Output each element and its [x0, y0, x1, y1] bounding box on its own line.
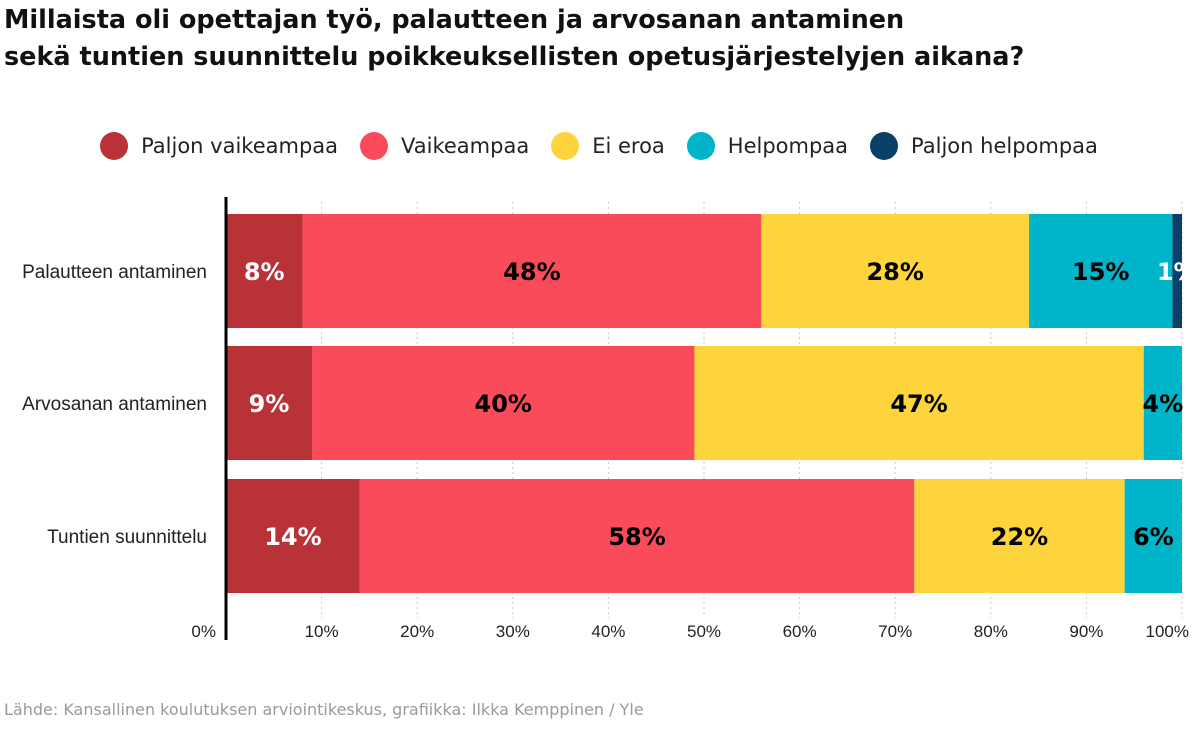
source-note: Lähde: Kansallinen koulutuksen arviointi… [4, 700, 644, 719]
stacked-bar-chart: 8% 48% 28% 15% 1% Palautteen antaminen 9% 40% 47… [22, 197, 1198, 641]
legend-swatch-ei-eroa [551, 132, 580, 160]
bar-segment-1-0 [226, 346, 313, 460]
bar-segment-0-1 [302, 214, 762, 328]
bar-segment-0-0 [226, 214, 303, 328]
bar-segment-1-1 [312, 346, 695, 460]
chart-title: Millaista oli opettajan työ, palautteen … [4, 2, 1194, 76]
bar-segment-2-2 [914, 479, 1125, 593]
data-label-2-1: 58% [608, 523, 665, 551]
x-tick-label-20: 20% [400, 622, 434, 641]
data-label-0-3: 15% [1072, 258, 1129, 286]
legend-label-helpompaa: Helpompaa [727, 134, 849, 158]
data-label-1-3: 4% [1143, 390, 1184, 418]
legend-label-paljon-helpompaa: Paljon helpompaa [911, 134, 1098, 158]
x-tick-label-60: 60% [783, 622, 817, 641]
x-tick-label-40: 40% [591, 622, 625, 641]
chart-title-line-1: Millaista oli opettajan työ, palautteen … [4, 5, 905, 35]
bar-segment-0-2 [761, 214, 1030, 328]
category-label-2: Tuntien suunnittelu [47, 527, 207, 548]
data-label-0-4: 1% [1157, 258, 1198, 286]
chart-legend: Paljon vaikeampaa Vaikeampaa Ei eroa Hel… [0, 126, 1198, 166]
data-label-2-0: 14% [264, 523, 321, 551]
x-tick-label-0: 0% [191, 622, 216, 641]
data-label-1-0: 9% [249, 390, 290, 418]
category-label-0: Palautteen antaminen [22, 262, 207, 283]
bar-segment-0-3 [1029, 214, 1173, 328]
data-label-0-2: 28% [866, 258, 923, 286]
data-label-1-2: 47% [890, 390, 947, 418]
legend-item-paljon-helpompaa: Paljon helpompaa [870, 132, 1098, 160]
bar-segment-2-1 [359, 479, 915, 593]
bar-segment-1-3 [1143, 346, 1182, 460]
legend-swatch-paljon-helpompaa [870, 132, 899, 160]
x-tick-label-70: 70% [878, 622, 912, 641]
legend-swatch-helpompaa [686, 132, 715, 160]
category-label-1: Arvosanan antaminen [22, 394, 207, 415]
legend-label-vaikeampaa: Vaikeampaa [401, 134, 530, 158]
legend-item-ei-eroa: Ei eroa [551, 132, 665, 160]
x-tick-label-30: 30% [496, 622, 530, 641]
legend-swatch-vaikeampaa [360, 132, 389, 160]
chart-title-line-2: sekä tuntien suunnittelu poikkeuksellist… [4, 42, 1025, 72]
legend-swatch-paljon-vaikeampaa [100, 132, 129, 160]
x-tick-label-50: 50% [687, 622, 721, 641]
legend-item-helpompaa: Helpompaa [686, 132, 849, 160]
bar-segment-1-2 [694, 346, 1144, 460]
data-label-0-1: 48% [503, 258, 560, 286]
legend-item-paljon-vaikeampaa: Paljon vaikeampaa [100, 132, 338, 160]
x-tick-label-90: 90% [1069, 622, 1103, 641]
bar-segment-2-3 [1124, 479, 1182, 593]
data-label-2-3: 6% [1133, 523, 1174, 551]
x-tick-label-80: 80% [974, 622, 1008, 641]
data-label-0-0: 8% [244, 258, 285, 286]
bar-segment-2-0 [226, 479, 360, 593]
data-label-1-1: 40% [475, 390, 532, 418]
bar-segment-0-4 [1172, 214, 1182, 328]
data-label-2-2: 22% [991, 523, 1048, 551]
legend-item-vaikeampaa: Vaikeampaa [360, 132, 529, 160]
x-tick-label-10: 10% [305, 622, 339, 641]
x-tick-label-100: 100% [1146, 622, 1189, 641]
legend-label-ei-eroa: Ei eroa [592, 134, 665, 158]
legend-label-paljon-vaikeampaa: Paljon vaikeampaa [141, 134, 339, 158]
